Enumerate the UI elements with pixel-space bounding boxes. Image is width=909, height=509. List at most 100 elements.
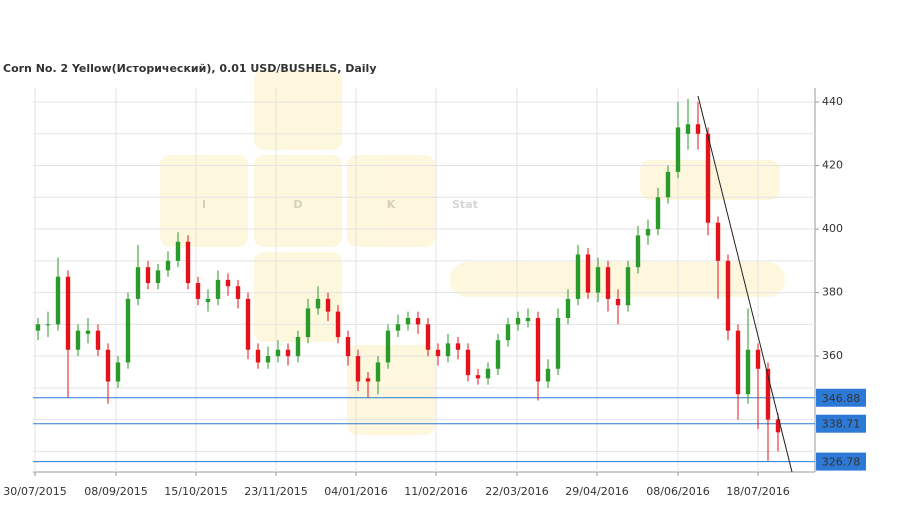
candle-body: [135, 267, 141, 299]
candle-body: [125, 298, 131, 363]
candle-body: [345, 337, 351, 357]
candle-body: [205, 298, 211, 303]
x-tick-label: 08/09/2015: [84, 485, 147, 498]
level-label: 338.71: [822, 418, 861, 431]
candle-body: [385, 330, 391, 363]
candle-body: [555, 317, 561, 369]
wm-box: [160, 155, 248, 247]
candle-body: [355, 356, 361, 382]
candle-body: [405, 317, 411, 325]
candle-body: [175, 241, 181, 261]
candle-body: [415, 317, 421, 325]
candle-body: [425, 324, 431, 350]
candle-body: [745, 349, 751, 395]
wm-box: [254, 252, 342, 342]
candle-body: [715, 222, 721, 261]
candle-body: [595, 267, 601, 293]
candle-body: [225, 279, 231, 287]
candle-body: [75, 330, 81, 350]
level-label-box: [816, 388, 866, 407]
candle-body: [495, 340, 501, 369]
candle-body: [255, 349, 261, 363]
candle-body: [755, 349, 761, 369]
candle-body: [435, 349, 441, 357]
candle-body: [285, 349, 291, 357]
candle-body: [645, 229, 651, 236]
candle-body: [265, 356, 271, 363]
candle-body: [765, 368, 771, 420]
y-tick-label: 400: [822, 222, 843, 235]
candle-body: [185, 241, 191, 284]
candle-body: [565, 298, 571, 318]
candle-body: [145, 267, 151, 284]
trendline: [697, 95, 793, 473]
candle-body: [635, 235, 641, 268]
candle-body: [165, 260, 171, 271]
level-label: 346.88: [822, 392, 861, 405]
candle-body: [505, 324, 511, 341]
candle-body: [465, 349, 471, 376]
candle-body: [245, 298, 251, 350]
level-label-box: [816, 414, 866, 433]
candle-body: [705, 133, 711, 223]
candle-body: [675, 127, 681, 172]
candle-body: [515, 317, 521, 325]
candle-body: [325, 298, 331, 312]
candle-body: [575, 254, 581, 299]
candle-body: [695, 124, 701, 134]
candle-body: [235, 286, 241, 299]
level-label: 326.78: [822, 456, 861, 469]
x-tick-label: 22/03/2016: [485, 485, 548, 498]
candle-body: [725, 260, 731, 331]
candle-body: [615, 298, 621, 306]
candle-body: [115, 362, 121, 382]
candle-body: [605, 267, 611, 299]
candle-body: [395, 324, 401, 331]
candle-body: [665, 171, 671, 198]
candle-body: [735, 330, 741, 395]
candle-body: [445, 343, 451, 357]
x-tick-label: 18/07/2016: [726, 485, 789, 498]
candle-body: [35, 324, 41, 331]
candle-body: [315, 298, 321, 309]
x-tick-label: 30/07/2015: [3, 485, 66, 498]
y-tick-label: 360: [822, 349, 843, 362]
candle-body: [65, 276, 71, 350]
y-tick-label: 380: [822, 286, 843, 299]
candle-body: [625, 267, 631, 306]
candle-body: [375, 362, 381, 382]
wm-box: [347, 345, 435, 435]
wm-bar: [450, 262, 785, 297]
candle-body: [305, 308, 311, 338]
x-tick-label: 08/06/2016: [646, 485, 709, 498]
watermark-letter: K: [387, 198, 396, 211]
candle-body: [335, 311, 341, 338]
candle-body: [45, 324, 51, 326]
candle-body: [485, 368, 491, 379]
candle-body: [535, 317, 541, 382]
candle-body: [85, 330, 91, 334]
watermark-letter: D: [293, 198, 302, 211]
candle-body: [475, 375, 481, 379]
x-tick-label: 11/02/2016: [404, 485, 467, 498]
candle-body: [275, 349, 281, 357]
candle-body: [295, 337, 301, 357]
candle-body: [215, 279, 221, 299]
watermark-word: Stat: [452, 198, 478, 211]
x-tick-label: 23/11/2015: [244, 485, 307, 498]
candle-body: [105, 349, 111, 382]
candle-body: [155, 270, 161, 284]
candle-body: [365, 378, 371, 382]
x-tick-label: 04/01/2016: [324, 485, 387, 498]
candle-body: [195, 283, 201, 299]
candle-body: [545, 368, 551, 382]
candle-body: [685, 124, 691, 134]
candle-body: [455, 343, 461, 350]
candle-body: [55, 276, 61, 325]
candle-body: [585, 254, 591, 293]
candle-body: [775, 419, 781, 433]
y-tick-label: 440: [822, 95, 843, 108]
wm-box: [347, 155, 435, 247]
